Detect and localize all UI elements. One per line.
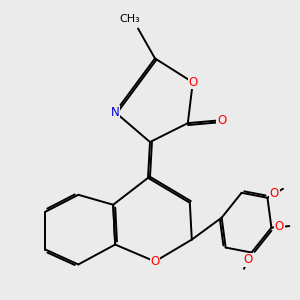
Text: O: O [270, 187, 279, 200]
Text: N: N [111, 106, 119, 119]
Text: CH₃: CH₃ [120, 14, 140, 24]
Text: O: O [150, 255, 160, 268]
Text: O: O [275, 220, 284, 233]
Text: O: O [244, 253, 253, 266]
Text: O: O [188, 76, 197, 89]
Text: O: O [217, 114, 226, 127]
